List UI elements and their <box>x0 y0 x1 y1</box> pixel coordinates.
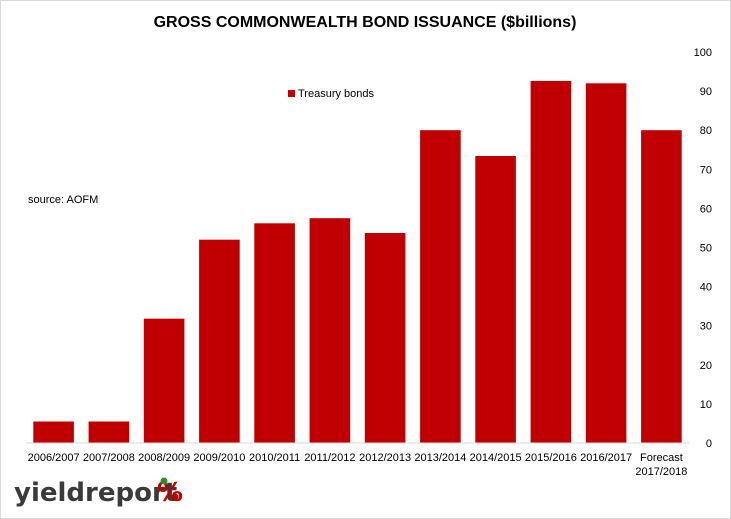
x-tick-label-9: 2015/2016 <box>525 452 577 464</box>
y-tick-label-6: 60 <box>700 203 712 215</box>
bar-6 <box>364 233 406 443</box>
bar-11 <box>641 130 682 443</box>
x-tick-label-8: 2014/2015 <box>470 452 522 464</box>
bar-7 <box>420 130 461 443</box>
bar-10 <box>585 83 627 444</box>
logo-dot-green-icon <box>160 477 168 485</box>
yieldreport-logo: yieldreport % <box>14 477 183 508</box>
x-axis: 2006/2007 2007/2008 2008/2009 2009/2010 2010… <box>28 452 688 478</box>
x-tick-label-6: 2012/2013 <box>359 452 411 464</box>
y-tick-label-8: 80 <box>700 125 712 137</box>
y-tick-label-3: 30 <box>700 321 712 333</box>
bar-0 <box>33 421 74 443</box>
bars-group <box>33 80 682 444</box>
x-tick-label-5: 2011/2012 <box>304 452 355 464</box>
x-tick-label-3: 2009/2010 <box>193 452 245 464</box>
logo-text: yieldreport <box>14 478 177 508</box>
y-tick-label-5: 50 <box>700 243 712 255</box>
legend-swatch <box>288 90 295 97</box>
x-tick-label-10: 2016/2017 <box>580 452 632 464</box>
x-tick-label-4: 2010/2011 <box>249 452 300 464</box>
legend: Treasury bonds <box>288 88 375 100</box>
source-annotation: source: AOFM <box>28 194 98 206</box>
chart-title: GROSS COMMONWEALTH BOND ISSUANCE ($billi… <box>154 14 577 31</box>
x-tick-label-0: 2006/2007 <box>28 452 80 464</box>
x-tick-label-7: 2013/2014 <box>414 452 466 464</box>
y-tick-label-7: 70 <box>700 164 712 176</box>
bar-2 <box>143 318 185 443</box>
svg-text:yieldreport: yieldreport <box>14 478 177 508</box>
legend-label: Treasury bonds <box>298 88 375 100</box>
y-tick-label-0: 0 <box>706 438 712 450</box>
bar-9 <box>530 80 572 444</box>
y-tick-label-10: 100 <box>694 47 712 59</box>
x-tick-label-11-line-1: 2017/2018 <box>635 466 687 478</box>
bar-8 <box>475 156 516 443</box>
x-tick-label-1: 2007/2008 <box>83 452 135 464</box>
y-axis: 0 10 20 30 40 50 60 70 80 90 100 <box>694 47 712 450</box>
logo-dot-red-icon <box>171 493 179 501</box>
x-tick-label-11-line-0: Forecast <box>640 452 683 464</box>
y-tick-label-9: 90 <box>700 86 712 98</box>
bar-3 <box>199 239 240 443</box>
y-tick-label-1: 10 <box>700 399 712 411</box>
y-tick-label-4: 40 <box>700 282 712 294</box>
bar-5 <box>309 218 351 443</box>
x-tick-label-2: 2008/2009 <box>138 452 190 464</box>
bar-1 <box>88 421 130 443</box>
bar-4 <box>254 223 295 443</box>
y-tick-label-2: 20 <box>700 360 712 372</box>
